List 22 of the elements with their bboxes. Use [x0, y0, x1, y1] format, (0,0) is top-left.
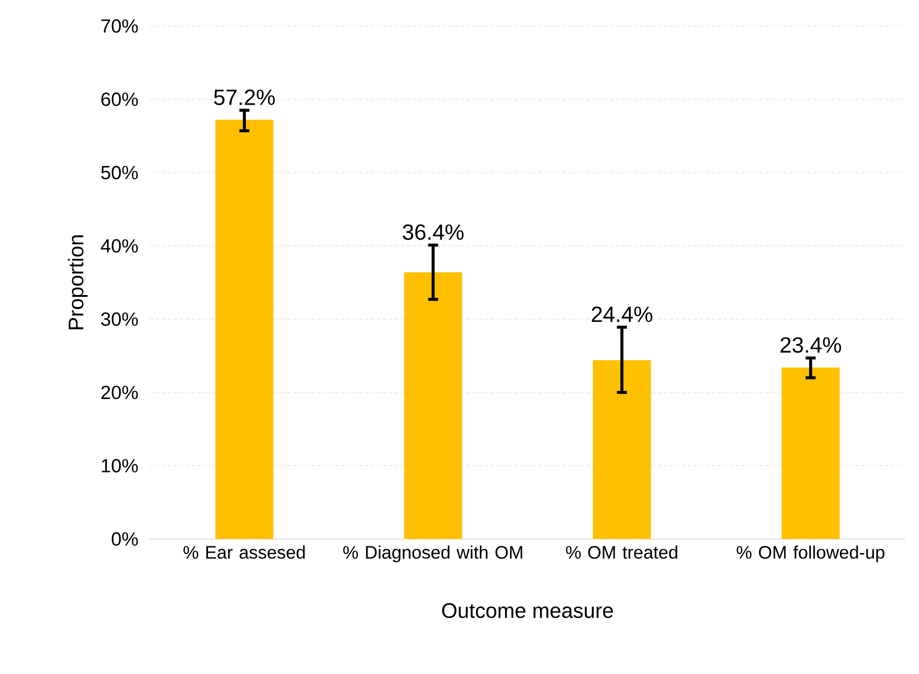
x-tick-label: % OM followed-up — [736, 546, 884, 562]
data-label: 23.4% — [780, 337, 842, 353]
bar — [592, 360, 651, 539]
y-tick-label: 10% — [102, 458, 138, 472]
x-tick-label: % Ear assesed — [183, 546, 305, 559]
x-tick-label: % OM treated — [566, 546, 678, 559]
x-tick-label: % Diagnosed with OM — [343, 546, 522, 562]
y-axis-title: Proportion — [68, 235, 88, 330]
y-tick-label: 30% — [101, 312, 138, 326]
bar — [782, 368, 840, 539]
data-label: 36.4% — [402, 224, 464, 240]
y-tick-label: 40% — [100, 239, 138, 253]
data-label: 24.4% — [592, 306, 652, 322]
y-tick-label: 60% — [101, 92, 138, 106]
x-axis-title: Outcome measure — [442, 603, 613, 618]
y-tick-label: 50% — [101, 166, 138, 180]
y-tick-label: 0% — [112, 532, 138, 546]
bar — [215, 120, 274, 539]
y-tick-label: 70% — [101, 19, 138, 33]
bar — [404, 272, 462, 539]
data-label: 57.2% — [214, 90, 275, 106]
y-tick-label: 20% — [101, 386, 138, 400]
